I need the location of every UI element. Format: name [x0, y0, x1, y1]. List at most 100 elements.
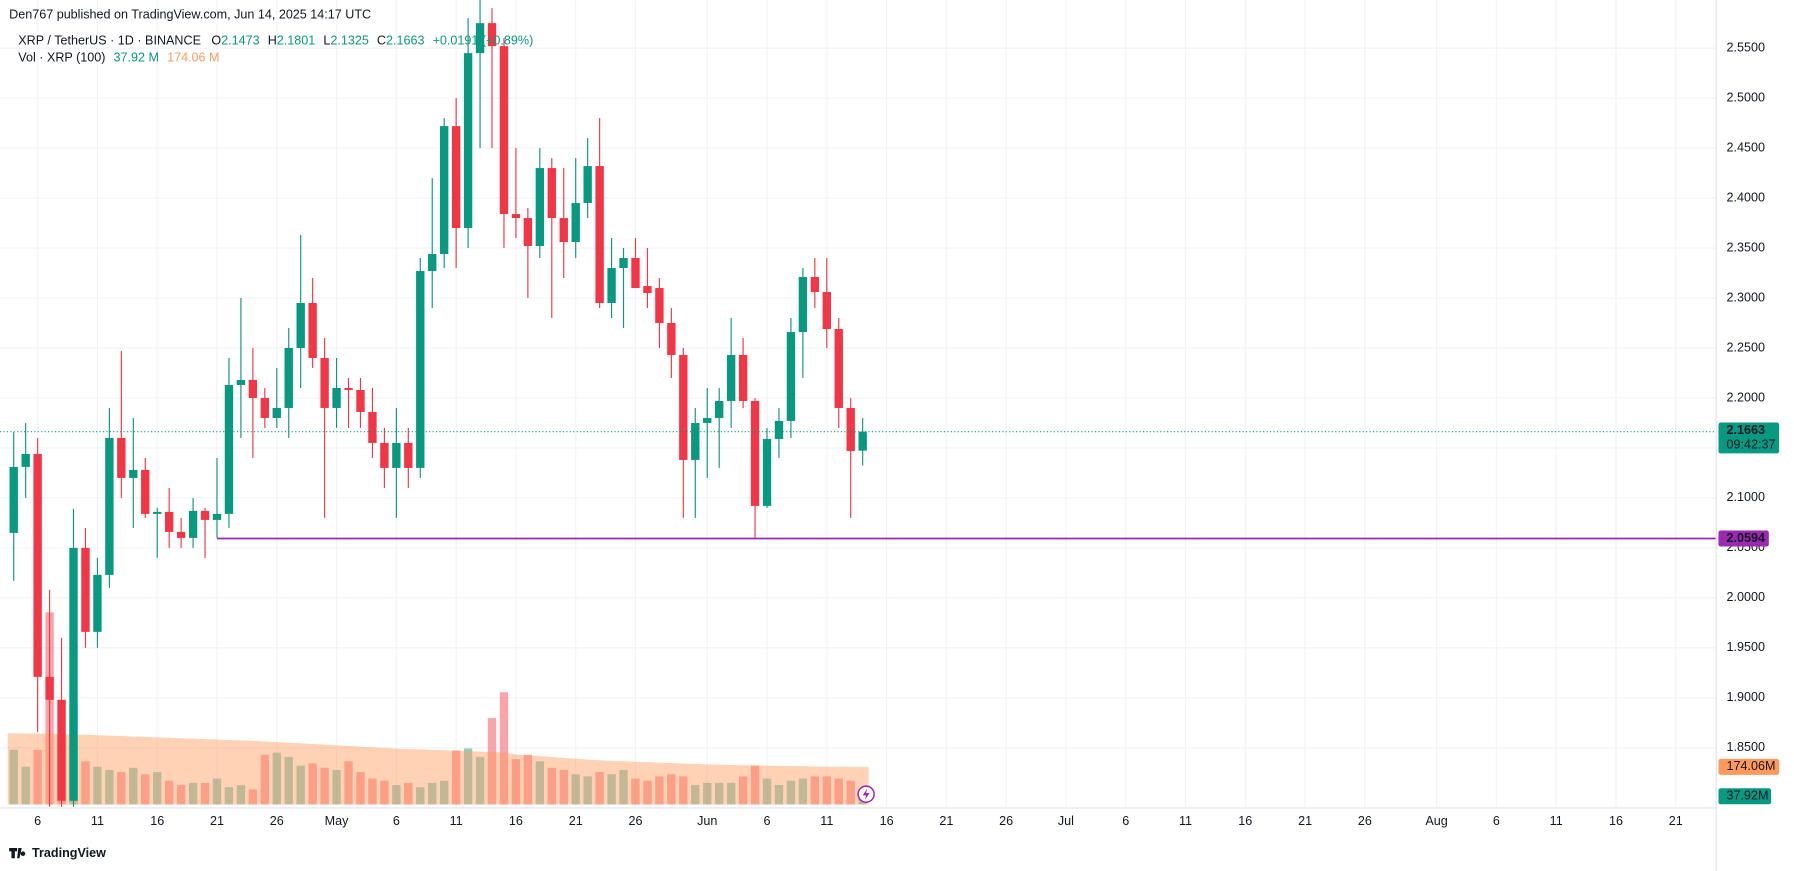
candle-body: [798, 277, 808, 332]
volume-bar: [21, 766, 30, 805]
volume-bar: [93, 766, 102, 805]
x-tick-label: 16: [1238, 814, 1252, 828]
volume-bar: [691, 785, 700, 805]
candle-body: [439, 126, 449, 255]
last-price-label: 2.1663: [1726, 423, 1764, 437]
candle-body: [57, 699, 66, 801]
volume-bar: [655, 776, 664, 805]
x-tick-label: 26: [1358, 814, 1372, 828]
high-value: 2.1801: [277, 34, 315, 48]
candle-body: [428, 254, 437, 272]
candle-body: [404, 442, 413, 468]
volume-bar: [296, 765, 305, 805]
candle-body: [284, 347, 293, 408]
level-label: 2.0594: [1726, 531, 1764, 545]
volume-bar: [81, 761, 90, 805]
candle-body: [81, 547, 90, 632]
volume-bar: [392, 785, 401, 805]
candle-body: [380, 442, 389, 468]
volume-bar: [356, 772, 365, 805]
open-value: 2.1473: [221, 34, 259, 48]
volume-bar: [439, 780, 449, 805]
x-tick-label: May: [325, 814, 349, 828]
candle-body: [475, 23, 485, 54]
candle-body: [535, 168, 545, 247]
volume-bar: [248, 789, 258, 805]
x-tick-label: 6: [34, 814, 41, 828]
candle-body: [559, 218, 568, 243]
volume-bar: [607, 774, 616, 805]
volume-bar: [595, 772, 604, 805]
candle-body: [619, 258, 628, 269]
candle-body: [715, 400, 724, 418]
volume-ma-value: 174.06 M: [167, 51, 219, 65]
volume-bar: [141, 774, 150, 805]
volume-bar: [200, 782, 210, 805]
candle-body: [547, 168, 556, 219]
x-tick-label: 16: [150, 814, 164, 828]
y-tick-label: 1.9000: [1726, 690, 1764, 704]
volume-bar: [715, 782, 724, 805]
volume-bar: [129, 767, 138, 805]
volume-bar: [260, 754, 270, 805]
volume-bar: [703, 782, 712, 805]
volume-pane: [7, 612, 869, 805]
candle-body: [392, 442, 401, 468]
candle-body: [487, 23, 497, 47]
y-tick-label: 2.0000: [1726, 590, 1764, 604]
change: +0.0191 (+0.89%): [433, 34, 534, 48]
candle-body: [858, 431, 867, 451]
candle-body: [703, 417, 712, 423]
x-tick-label: 26: [628, 814, 642, 828]
candle-body: [141, 469, 150, 514]
candle-body: [523, 218, 533, 247]
candle-body: [511, 214, 521, 219]
grid: [0, 0, 1717, 807]
candle-body: [750, 400, 760, 506]
volume-bar: [224, 787, 234, 805]
alert-icon[interactable]: [857, 785, 875, 803]
candle-body: [260, 397, 270, 418]
logo-mark: [9, 847, 26, 859]
candle-body: [774, 420, 784, 439]
volume-bar: [475, 756, 485, 805]
volume-ma-axis-label: 174.06M: [1726, 759, 1775, 773]
volume-bar: [619, 769, 628, 805]
candle-body: [368, 411, 377, 443]
candle-body: [236, 379, 246, 385]
candle-body: [738, 354, 748, 401]
candle-body: [595, 166, 604, 304]
alert-bolt[interactable]: [862, 788, 870, 800]
y-tick-label: 2.2500: [1726, 340, 1764, 354]
candle-body: [834, 328, 843, 408]
candle-body: [691, 422, 700, 460]
volume-bar: [810, 776, 820, 805]
volume-bar: [583, 776, 592, 805]
volume-value: 37.92 M: [114, 51, 159, 65]
volume-bar: [380, 780, 389, 805]
candle-body: [248, 379, 258, 398]
volume-bar: [368, 778, 377, 805]
x-tick-label: 26: [270, 814, 284, 828]
candle-body: [631, 258, 640, 289]
volume-bar: [643, 780, 652, 805]
candle-body: [33, 453, 42, 677]
ohlc-letter: O: [211, 34, 221, 48]
candle-body: [451, 126, 461, 229]
candle-body: [105, 437, 114, 575]
volume-bar: [679, 776, 688, 805]
x-tick-label: 16: [509, 814, 523, 828]
candle-body: [93, 574, 102, 632]
candle-body: [667, 323, 676, 355]
candle-body: [583, 166, 592, 204]
x-tick-label: 6: [393, 814, 400, 828]
candle-body: [296, 303, 305, 348]
volume-legend: Vol · XRP (100) 37.92 M 174.06 M: [18, 51, 219, 65]
candle-body: [762, 438, 772, 506]
candle-body: [607, 268, 616, 304]
volume-bar: [798, 778, 808, 805]
volume-bar: [117, 772, 126, 805]
price-pane: [0, 0, 1717, 807]
published: Den767 published on TradingView.com, Jun…: [9, 7, 371, 21]
